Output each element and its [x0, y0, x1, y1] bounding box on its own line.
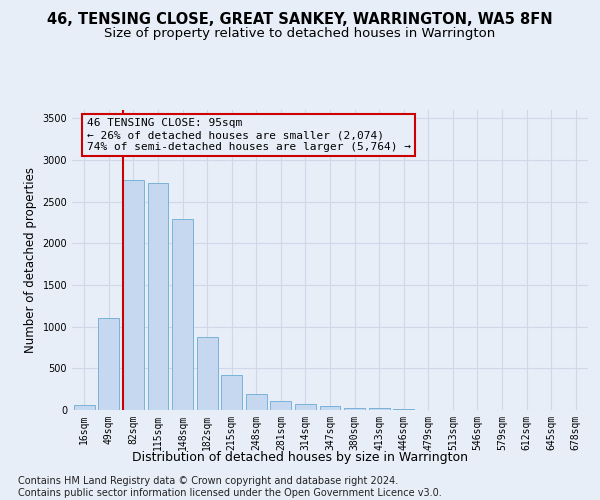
Bar	[320, 406, 340, 410]
Bar	[246, 394, 267, 410]
Bar	[393, 409, 414, 410]
Bar	[172, 219, 193, 410]
Bar	[221, 375, 242, 410]
Bar	[295, 404, 316, 410]
Y-axis label: Number of detached properties: Number of detached properties	[24, 167, 37, 353]
Bar	[148, 182, 169, 410]
Bar	[123, 180, 144, 410]
Text: Size of property relative to detached houses in Warrington: Size of property relative to detached ho…	[104, 28, 496, 40]
Bar	[271, 401, 292, 410]
Text: Distribution of detached houses by size in Warrington: Distribution of detached houses by size …	[132, 451, 468, 464]
Text: Contains HM Land Registry data © Crown copyright and database right 2024.
Contai: Contains HM Land Registry data © Crown c…	[18, 476, 442, 498]
Bar	[344, 408, 365, 410]
Text: 46 TENSING CLOSE: 95sqm
← 26% of detached houses are smaller (2,074)
74% of semi: 46 TENSING CLOSE: 95sqm ← 26% of detache…	[87, 118, 411, 152]
Bar	[197, 337, 218, 410]
Bar	[74, 406, 95, 410]
Text: 46, TENSING CLOSE, GREAT SANKEY, WARRINGTON, WA5 8FN: 46, TENSING CLOSE, GREAT SANKEY, WARRING…	[47, 12, 553, 28]
Bar	[368, 408, 389, 410]
Bar	[98, 318, 119, 410]
